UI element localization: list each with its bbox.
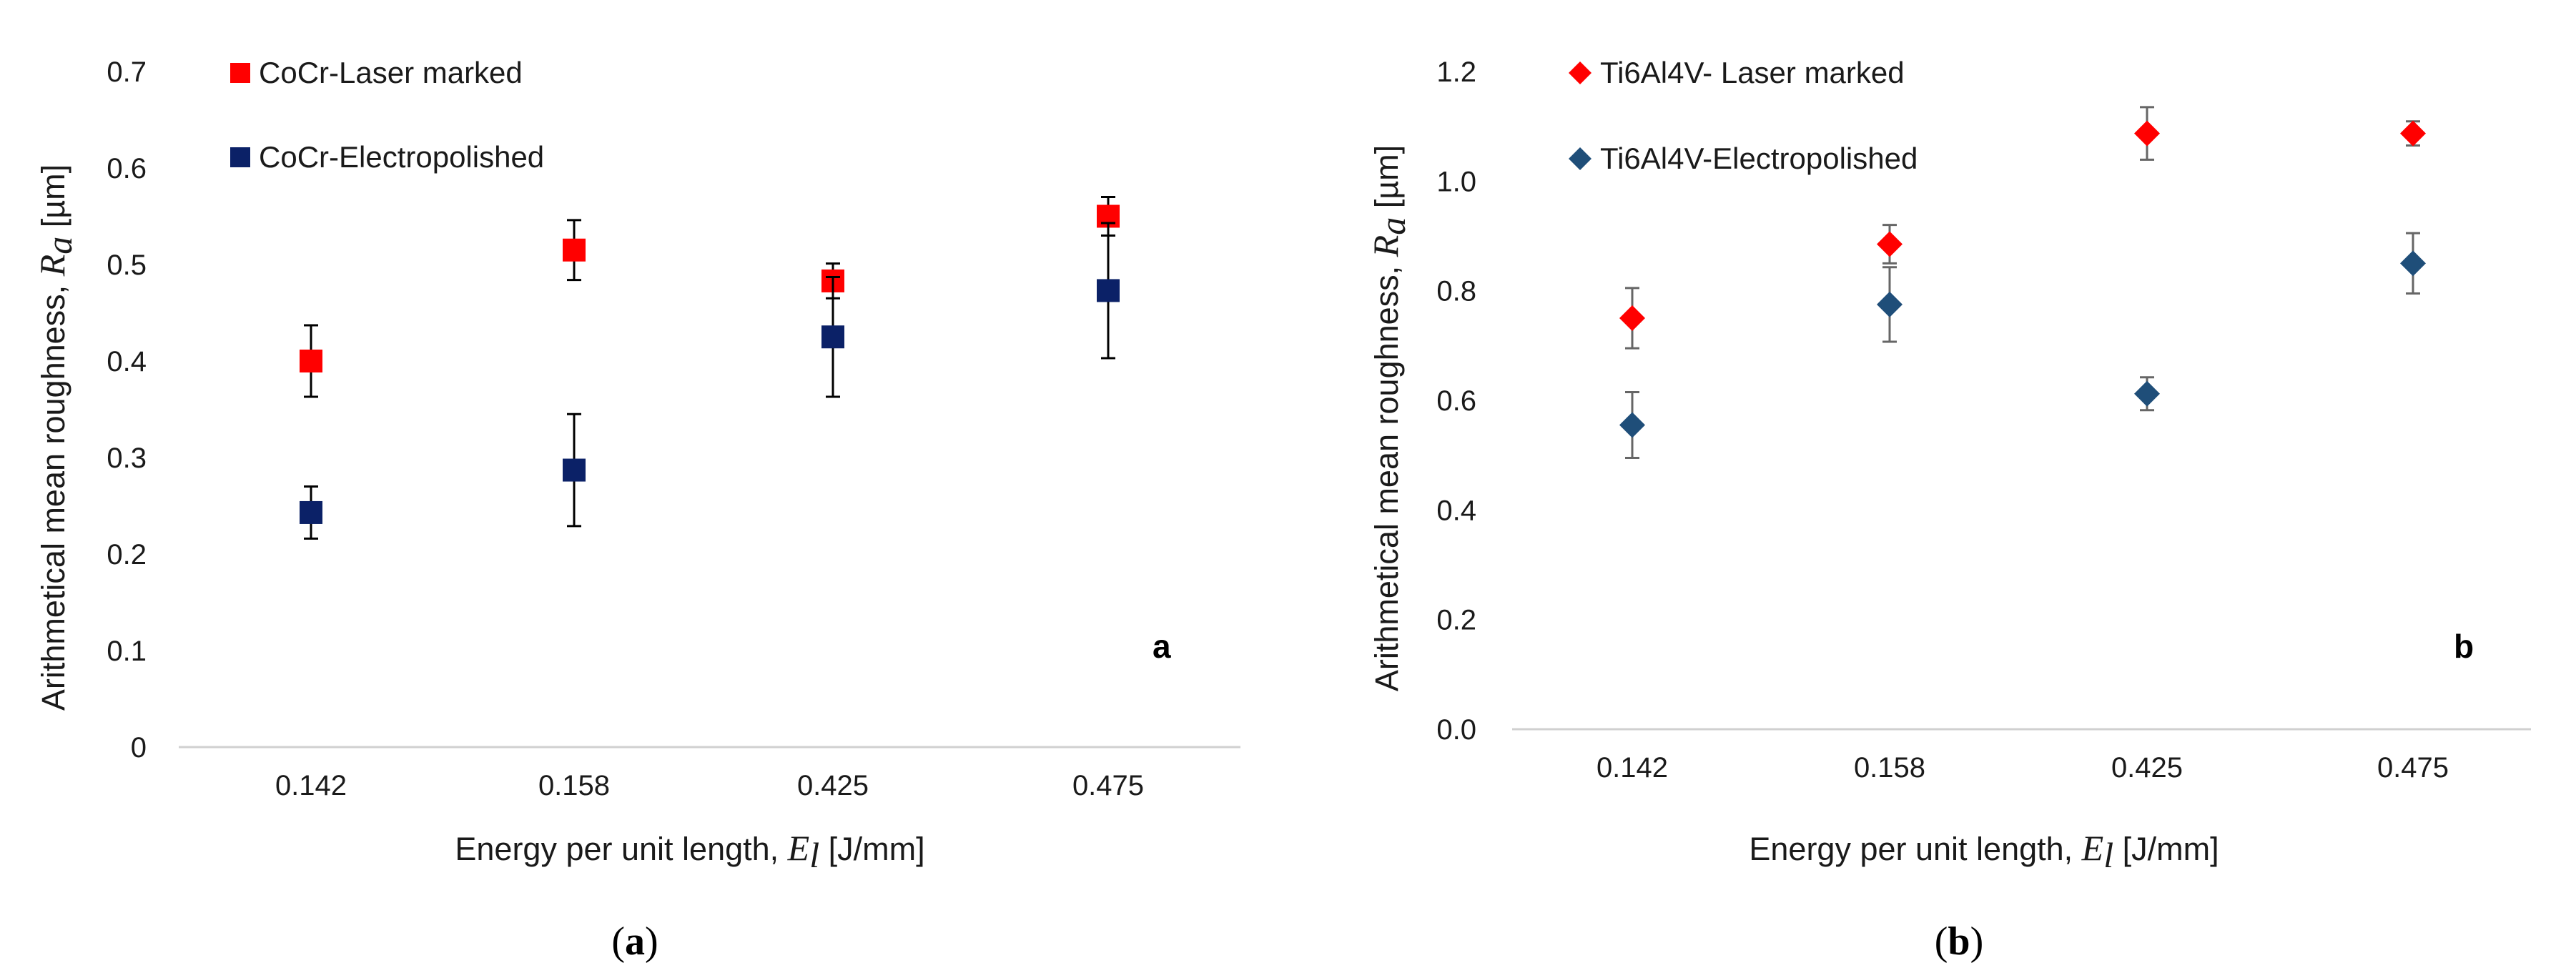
chart-b-s0-point [2400, 120, 2426, 147]
chart-b-x-label-text: Energy per unit length, [1749, 831, 2081, 867]
chart-b-x-tick-label: 0.142 [1597, 752, 1668, 784]
chart-b-y-label-sub: a [1373, 217, 1413, 235]
chart-b-y-tick-label: 0.4 [1436, 495, 1476, 526]
chart-b-x-label-unit: [J/mm] [2113, 831, 2219, 867]
chart-a-x-label-symbol: E [787, 828, 810, 868]
chart-b-y-label-unit: [µm] [1368, 145, 1405, 217]
chart-a-x-label-unit: [J/mm] [819, 831, 924, 867]
chart-a-legend-marker-electro [230, 147, 250, 167]
chart-a-legend-electro: CoCr-Electropolished [259, 140, 544, 174]
caption-a: (a) [611, 919, 658, 964]
caption-a-open: ( [611, 919, 625, 964]
chart-b-y-label: Arithmetical mean roughness, Ra [µm] [1366, 145, 1413, 691]
chart-a-s1-point [563, 458, 586, 482]
chart-a-y-tick-label: 0.2 [107, 539, 147, 570]
chart-a-y-label-text: Arithmetical mean roughness, [35, 276, 71, 711]
chart-b-s1-point [2400, 250, 2426, 277]
chart-b-s1-point [2134, 380, 2160, 407]
chart-b-y-tick-label: 0.8 [1436, 276, 1476, 307]
chart-b-legend-laser: Ti6Al4V- Laser marked [1600, 56, 1905, 89]
caption-a-letter: a [625, 919, 645, 964]
chart-a-y-ticks: 0.7 0.6 0.5 0.4 0.3 0.2 0.1 0 [107, 56, 147, 764]
chart-a-x-label: Energy per unit length, El [J/mm] [455, 828, 924, 875]
chart-a-x-ticks: 0.142 0.158 0.425 0.475 [275, 770, 1144, 801]
chart-b-s0-point [2134, 120, 2160, 147]
chart-b-y-label-text: Arithmetical mean roughness, [1368, 257, 1405, 691]
chart-a-s0-point [563, 238, 586, 262]
chart-a: 0.70.60.50.40.30.20.10 0.142 0.158 0.425 0.… [32, 56, 1240, 964]
chart-a-marks [300, 196, 1120, 540]
chart-a-s1-point [821, 325, 844, 349]
chart-a-y-tick-label: 0.1 [107, 636, 147, 667]
chart-b-s1-point [1877, 291, 1903, 317]
chart-b-marks [1619, 106, 2426, 459]
caption-b: (b) [1935, 919, 1983, 964]
chart-b-legend-marker-laser [1569, 61, 1592, 84]
chart-b-legend-marker-electro [1569, 147, 1592, 170]
chart-b-s1-point [1619, 412, 1645, 438]
chart-a-legend-marker-laser [230, 63, 250, 83]
chart-b-x-ticks: 0.142 0.158 0.425 0.475 [1597, 752, 2449, 784]
chart-a-y-tick-label: 0.3 [107, 443, 147, 474]
chart-b-y-label-symbol: R [1366, 235, 1406, 258]
chart-a-y-tick-label: 0.7 [107, 56, 147, 88]
caption-a-close: ) [645, 919, 658, 964]
chart-a-y-tick-label: 0.4 [107, 346, 147, 377]
chart-b-y-tick-label: 0.0 [1436, 714, 1476, 746]
chart-a-y-tick-label: 0.5 [107, 250, 147, 281]
caption-b-letter: b [1948, 919, 1970, 964]
chart-a-x-tick-label: 0.425 [797, 770, 869, 801]
chart-b-panel-tag: b [2454, 628, 2474, 665]
chart-b-y-ticks: 1.2 1.0 0.8 0.6 0.4 0.2 0.0 [1436, 56, 1476, 746]
chart-a-y-label-sub: a [39, 237, 79, 255]
chart-a-s0-point [300, 350, 322, 372]
chart-b-s0-point [1877, 231, 1903, 257]
chart-a-y-label-symbol: R [32, 255, 72, 277]
chart-b-x-label: Energy per unit length, El [J/mm] [1749, 828, 2219, 875]
chart-a-x-tick-label: 0.142 [275, 770, 347, 801]
chart-b-x-label-symbol: E [2081, 828, 2104, 868]
chart-b: 1.2 1.0 0.8 0.6 0.4 0.2 0.0 0.142 0.158 0.425 0.4… [1366, 56, 2531, 964]
chart-a-x-label-text: Energy per unit length, [455, 831, 787, 867]
chart-b-y-tick-label: 0.2 [1436, 605, 1476, 636]
caption-b-close: ) [1970, 919, 1984, 964]
chart-b-x-tick-label: 0.475 [2377, 752, 2449, 784]
chart-a-x-tick-label: 0.158 [538, 770, 610, 801]
chart-a-s1-point [300, 500, 322, 524]
chart-a-x-tick-label: 0.475 [1072, 770, 1144, 801]
chart-a-y-tick-label: 0 [131, 732, 147, 764]
chart-b-y-tick-label: 0.6 [1436, 385, 1476, 417]
chart-a-y-label: Arithmetical mean roughness, Ra [µm] [32, 164, 79, 711]
chart-b-y-tick-label: 1.0 [1436, 166, 1476, 197]
chart-b-x-tick-label: 0.158 [1854, 752, 1925, 784]
chart-b-x-label-sub: l [2103, 835, 2113, 875]
chart-b-s0-point [1619, 305, 1645, 331]
chart-b-x-tick-label: 0.425 [2111, 752, 2183, 784]
chart-a-s1-point [1097, 279, 1120, 302]
chart-b-y-tick-label: 1.2 [1436, 56, 1476, 88]
chart-a-y-label-unit: [µm] [35, 164, 71, 237]
chart-b-legend-electro: Ti6Al4V-Electropolished [1600, 142, 1918, 175]
chart-a-panel-tag: a [1153, 628, 1171, 665]
chart-a-y-tick-label: 0.6 [107, 153, 147, 184]
chart-a-x-label-sub: l [809, 835, 819, 875]
chart-a-legend-laser: CoCr-Laser marked [259, 56, 523, 89]
caption-b-open: ( [1935, 919, 1948, 964]
